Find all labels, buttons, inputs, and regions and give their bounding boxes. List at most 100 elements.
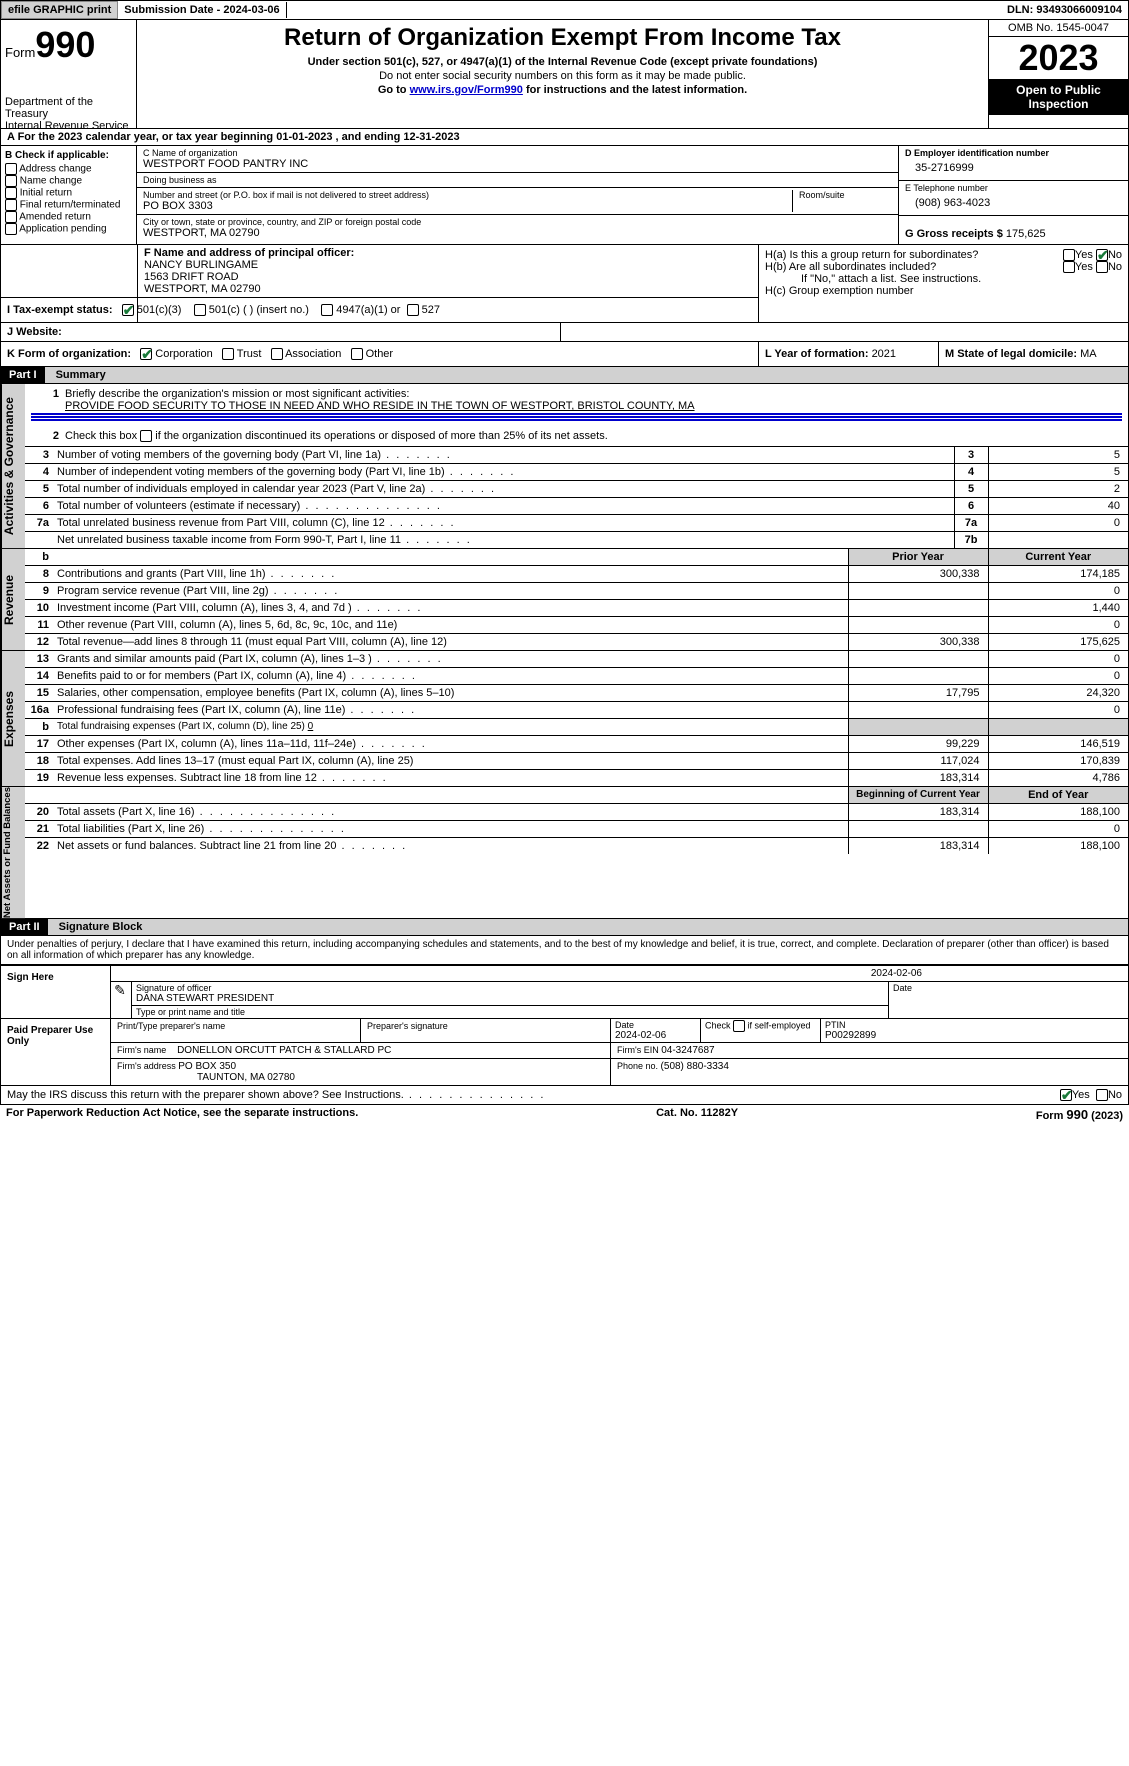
row-i: I Tax-exempt status: 501(c)(3) 501(c) ( … [1,297,758,322]
revenue-table: bPrior YearCurrent Year 8Contributions a… [25,549,1128,650]
year-formation-label: L Year of formation: [765,348,872,360]
officer-city: WESTPORT, MA 02790 [144,283,752,295]
ptin-value: P00292899 [825,1030,1124,1041]
efile-print-button[interactable]: efile GRAPHIC print [1,1,118,19]
chk-501c[interactable] [194,304,206,316]
row-klm: K Form of organization: Corporation Trus… [0,342,1129,367]
prep-phone-label: Phone no. [617,1061,661,1071]
type-name-label: Type or print name and title [132,1006,888,1018]
chk-corp[interactable] [140,348,152,360]
domicile-label: M State of legal domicile: [945,348,1080,360]
boy-hdr: Beginning of Current Year [848,787,988,804]
chk-app-pending[interactable] [5,223,17,235]
pencil-icon [111,982,131,1018]
chk-address-change[interactable] [5,163,17,175]
eoy-hdr: End of Year [988,787,1128,804]
dba-label: Doing business as [143,175,892,185]
org-name: WESTPORT FOOD PANTRY INC [143,158,892,170]
section-netassets: Net Assets or Fund Balances Beginning of… [0,787,1129,919]
chk-discuss-no[interactable] [1096,1089,1108,1101]
page-footer: For Paperwork Reduction Act Notice, see … [0,1105,1129,1124]
prep-date: 2024-02-06 [615,1030,696,1041]
chk-hb-yes[interactable] [1063,261,1075,273]
chk-discuss-yes[interactable] [1060,1089,1072,1101]
gov-table: 3Number of voting members of the governi… [25,446,1128,548]
room-label: Room/suite [799,190,892,200]
firm-ein: 04-3247687 [661,1045,714,1056]
box-c: C Name of organization WESTPORT FOOD PAN… [137,146,898,244]
submission-date: Submission Date - 2024-03-06 [118,2,286,18]
subdate-value: 2024-03-06 [223,4,279,16]
subdate-label: Submission Date - [124,4,223,16]
chk-501c3[interactable] [122,304,134,316]
officer-street: 1563 DRIFT ROAD [144,271,752,283]
irs-link[interactable]: www.irs.gov/Form990 [410,84,523,96]
chk-assoc[interactable] [271,348,283,360]
line2-label: Check this box if the organization disco… [59,430,608,442]
signature-table: Sign Here 2024-02-06 Signature of office… [0,965,1129,1086]
sign-here: Sign Here [1,966,111,1019]
row-a-tax-year: A For the 2023 calendar year, or tax yea… [0,129,1129,146]
part2-label: Part II [1,919,48,935]
box-deg: D Employer identification number 35-2716… [898,146,1128,244]
chk-name-change[interactable] [5,175,17,187]
org-name-label: C Name of organization [143,148,892,158]
chk-4947[interactable] [321,304,333,316]
form-header: Form990 Department of the Treasury Inter… [0,20,1129,129]
street-label: Number and street (or P.O. box if mail i… [143,190,792,200]
part1-header: Part I Summary [0,367,1129,384]
box-h: H(a) Is this a group return for subordin… [758,245,1128,322]
chk-other[interactable] [351,348,363,360]
prep-name-label: Print/Type preparer's name [117,1021,354,1031]
ha-label: H(a) Is this a group return for subordin… [765,249,1063,261]
current-year-hdr: Current Year [988,549,1128,566]
tax-exempt-label: I Tax-exempt status: [7,304,113,316]
subtitle-1: Under section 501(c), 527, or 4947(a)(1)… [141,56,984,68]
chk-self-emp[interactable] [733,1020,745,1032]
sig-officer-label: Signature of officer [136,983,884,993]
box-b-label: B Check if applicable: [5,150,109,161]
street-value: PO BOX 3303 [143,200,792,212]
dln: DLN: 93493066009104 [1001,2,1128,18]
side-netassets: Net Assets or Fund Balances [1,787,25,918]
chk-527[interactable] [407,304,419,316]
declaration: Under penalties of perjury, I declare th… [0,936,1129,965]
box-b: B Check if applicable: Address change Na… [1,146,137,244]
row-j: J Website: [0,323,1129,342]
chk-trust[interactable] [222,348,234,360]
hb-label: H(b) Are all subordinates included? [765,261,1063,273]
expenses-table: 13Grants and similar amounts paid (Part … [25,651,1128,786]
section-expenses: Expenses 13Grants and similar amounts pa… [0,651,1129,787]
prep-phone: (508) 880-3334 [661,1061,729,1072]
paid-preparer: Paid Preparer Use Only [1,1019,111,1086]
chk-final-return[interactable] [5,199,17,211]
omb-number: OMB No. 1545-0047 [989,20,1128,37]
chk-initial-return[interactable] [5,187,17,199]
mission-text: PROVIDE FOOD SECURITY TO THOSE IN NEED A… [31,400,1122,412]
firm-ein-label: Firm's EIN [617,1045,661,1055]
domicile: MA [1080,348,1097,360]
box-f: F Name and address of principal officer:… [138,245,758,297]
website-label: J Website: [7,326,62,338]
side-governance: Activities & Governance [1,384,25,548]
self-employed: Check if self-employed [701,1019,821,1042]
part1-label: Part I [1,367,45,383]
form-org-label: K Form of organization: [7,348,131,360]
city-value: WESTPORT, MA 02790 [143,227,892,239]
year-formation: 2021 [872,348,896,360]
chk-discontinued[interactable] [140,430,152,442]
chk-hb-no[interactable] [1096,261,1108,273]
chk-ha-no[interactable] [1096,249,1108,261]
city-label: City or town, state or province, country… [143,217,892,227]
chk-ha-yes[interactable] [1063,249,1075,261]
section-fhi: F Name and address of principal officer:… [0,245,1129,323]
phone-label: E Telephone number [905,183,1122,193]
open-inspection: Open to Public Inspection [989,79,1128,115]
subtitle-3: Go to www.irs.gov/Form990 for instructio… [141,84,984,96]
dept-treasury: Department of the Treasury [5,96,132,120]
prep-sig-label: Preparer's signature [367,1021,604,1031]
ein-value: 35-2716999 [905,158,1122,178]
chk-amended[interactable] [5,211,17,223]
footer-right: Form 990 (2023) [1036,1107,1123,1122]
ptin-label: PTIN [825,1020,1124,1030]
